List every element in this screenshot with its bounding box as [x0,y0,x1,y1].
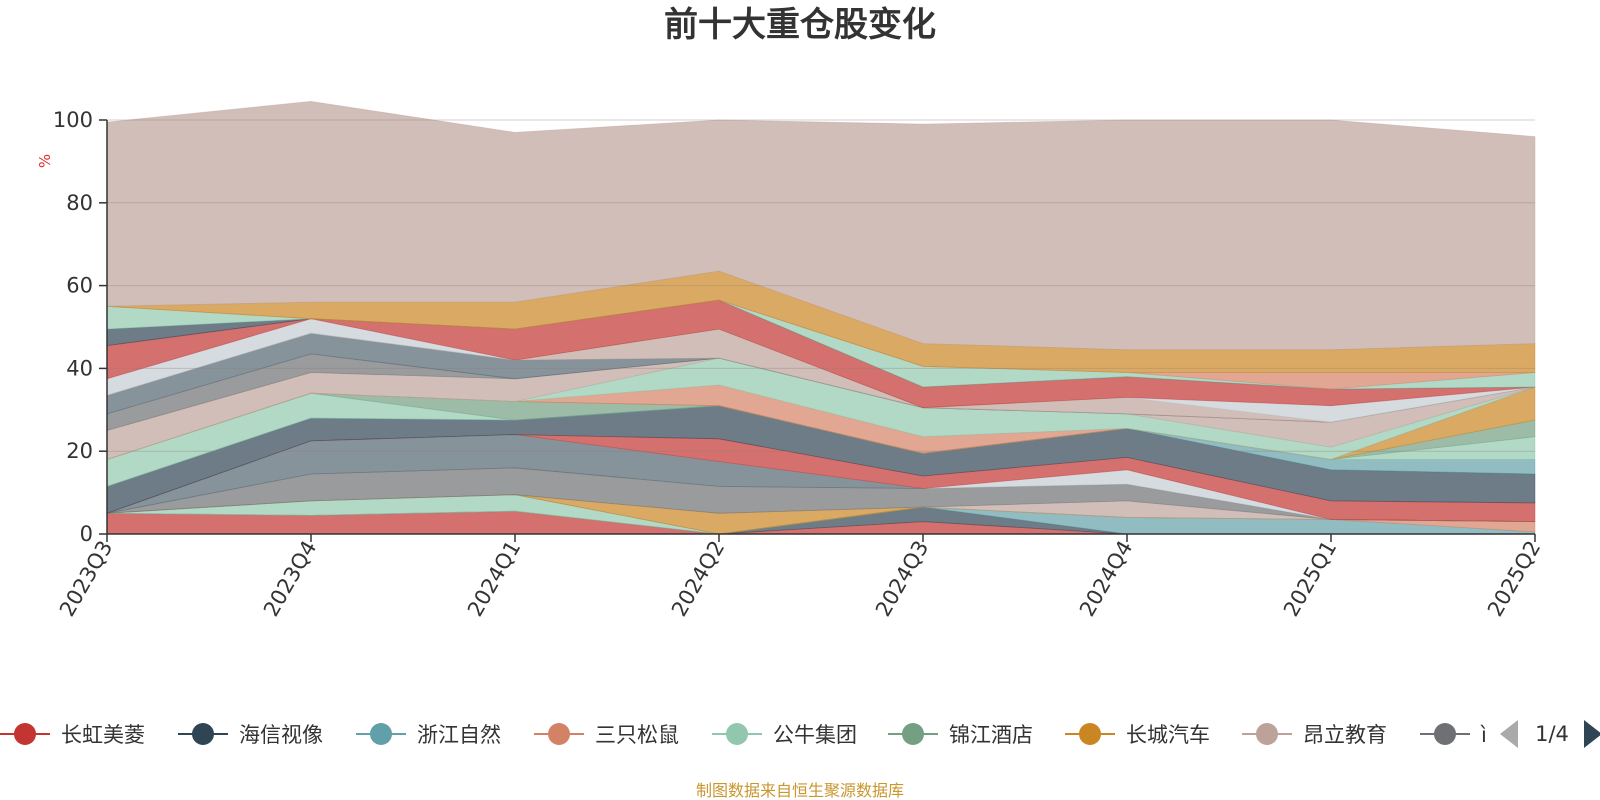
legend-dot-marker [902,723,924,745]
legend-item[interactable]: 三只松鼠 [534,723,679,747]
area-series-12 [106,434,1536,523]
gridlines [107,119,1535,452]
legend-dot-marker [192,723,214,745]
area-series-20 [106,357,1536,461]
legend-label: 公牛集团 [773,723,857,747]
y-axis-unit: % [36,154,54,168]
legend-dot-marker [1434,723,1456,745]
legend-label: 海信视像 [239,723,323,747]
x-tick-label: 2025Q1 [1279,537,1341,621]
legend-label: 昂立教育 [1303,723,1387,747]
area-series-group [106,100,1536,535]
x-tick-label: 2024Q1 [463,537,525,621]
legend-dot-marker [548,723,570,745]
legend-item[interactable]: ì [1420,723,1487,747]
legend-dot-marker [14,723,36,745]
y-tick-label: 60 [66,274,93,298]
x-tick-label: 2023Q3 [55,537,117,621]
legend-label: 锦江酒店 [949,723,1033,747]
legend-item[interactable]: 公牛集团 [712,723,857,747]
legend-item[interactable]: 长城汽车 [1065,723,1210,747]
x-tick-label: 2024Q2 [667,537,729,621]
legend-page-indicator: 1/4 [1535,722,1569,746]
legend-label: 三只松鼠 [595,723,679,747]
legend-dot-marker [1079,723,1101,745]
legend-pager[interactable]: 1/4 [1500,720,1600,748]
legend-dot-marker [370,723,392,745]
y-tick-label: 40 [66,356,93,380]
y-tick-label: 0 [80,522,93,546]
y-tick-label: 80 [66,191,93,215]
x-tick-label: 2024Q4 [1075,537,1137,621]
data-source-note: 制图数据来自恒生聚源数据库 [696,781,904,800]
x-tick-label: 2025Q2 [1483,537,1545,621]
legend-dot-marker [1256,723,1278,745]
chart-title: 前十大重仓股变化 [664,5,936,45]
legend-dot-marker [726,723,748,745]
x-tick-label: 2023Q4 [259,537,321,621]
legend-label: 长城汽车 [1126,723,1210,747]
y-tick-label: 100 [53,108,93,132]
legend-item[interactable]: 昂立教育 [1242,723,1387,747]
legend-label: ì [1480,723,1487,747]
legend-item[interactable]: 锦江酒店 [888,723,1033,747]
legend-next-page-icon[interactable] [1584,720,1600,748]
legend-item[interactable]: 浙江自然 [356,723,501,747]
legend-item[interactable]: 长虹美菱 [0,723,145,747]
legend-prev-page-icon[interactable] [1500,720,1518,748]
y-tick-label: 20 [66,439,93,463]
area-series-30 [106,100,1536,351]
legend: 长虹美菱 海信视像 浙江自然 三只松鼠 公牛集团 锦江酒店 长城汽车 昂立教育 ì [0,723,1487,747]
legend-item[interactable]: 海信视像 [178,723,323,747]
x-tick-label: 2024Q3 [871,537,933,621]
legend-label: 浙江自然 [417,723,501,747]
legend-label: 长虹美菱 [61,723,145,747]
